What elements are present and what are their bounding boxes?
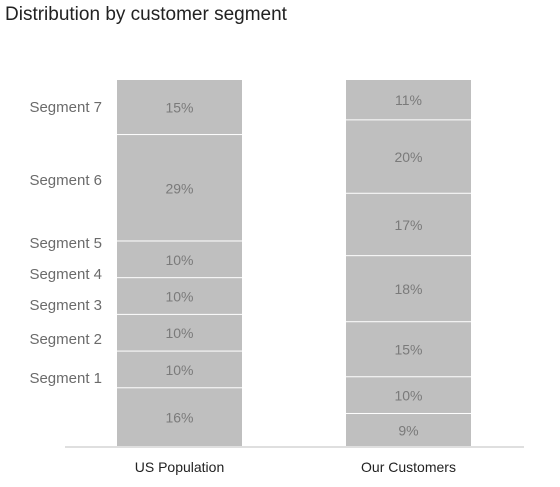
- data-label: 29%: [165, 180, 193, 196]
- bar-segment: [117, 278, 242, 314]
- bar-segment: [117, 80, 242, 135]
- bar-segment: [346, 80, 471, 120]
- data-label: 10%: [394, 388, 422, 404]
- data-label: 15%: [165, 100, 193, 116]
- bar-segment: [346, 377, 471, 413]
- bar-segment: [117, 135, 242, 241]
- category-label: Our Customers: [361, 459, 456, 475]
- category-label: US Population: [135, 459, 225, 475]
- bar-segment: [117, 388, 242, 446]
- data-labels: 16% 10% 10% 10% 10% 29% 15% 9% 10% 15% 18% 17% 20% 11…: [165, 92, 422, 438]
- segment-labels: Segment 1 Segment 2 Segment 3 Segment 4 Segm…: [29, 99, 102, 387]
- segment-label: Segment 1: [29, 370, 102, 387]
- segment-label: Segment 2: [29, 331, 102, 348]
- data-label: 9%: [398, 422, 418, 438]
- data-label: 16%: [165, 410, 193, 426]
- chart-title: Distribution by customer segment: [5, 4, 287, 25]
- bar-segment: [346, 120, 471, 193]
- bar-segment: [346, 413, 471, 446]
- bar-segments: [117, 80, 471, 446]
- bar-segment: [117, 314, 242, 351]
- bar-segment: [346, 193, 471, 256]
- data-label: 20%: [394, 149, 422, 165]
- data-label: 10%: [165, 362, 193, 378]
- data-label: 10%: [165, 325, 193, 341]
- bar-segment: [346, 322, 471, 377]
- segment-label: Segment 3: [29, 297, 102, 314]
- data-label: 10%: [165, 252, 193, 268]
- segment-label: Segment 7: [29, 99, 102, 116]
- segment-label: Segment 4: [29, 266, 102, 283]
- segment-label: Segment 6: [29, 172, 102, 189]
- data-label: 15%: [394, 342, 422, 358]
- data-label: 18%: [394, 281, 422, 297]
- bar-segment: [346, 256, 471, 322]
- category-labels: US Population Our Customers: [135, 459, 456, 475]
- data-label: 10%: [165, 289, 193, 305]
- data-label: 11%: [395, 92, 422, 108]
- segment-label: Segment 5: [29, 235, 102, 252]
- bar-segment: [117, 241, 242, 278]
- bar-segment: [117, 351, 242, 388]
- data-label: 17%: [394, 217, 422, 233]
